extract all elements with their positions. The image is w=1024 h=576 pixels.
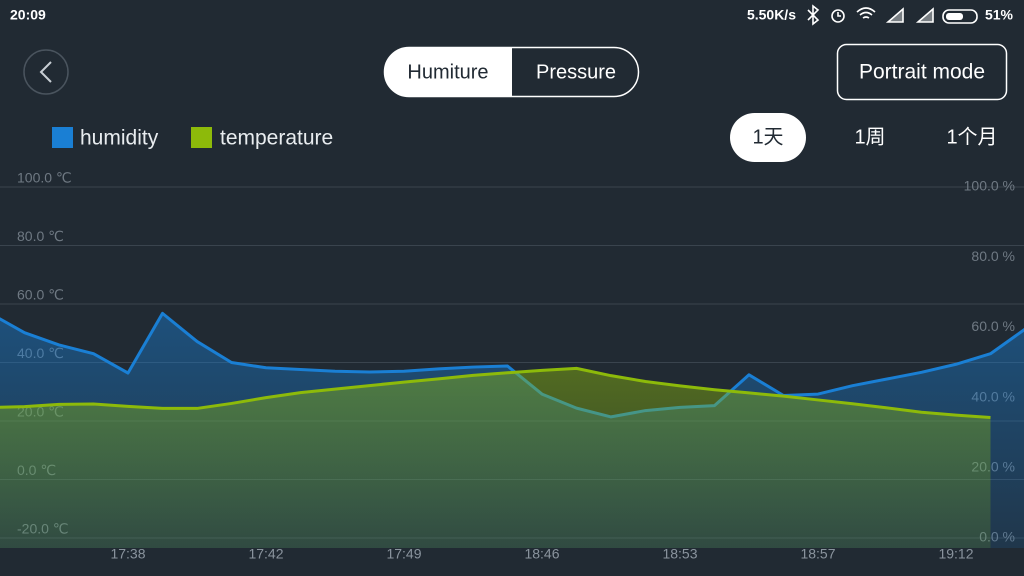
series-line [0, 366, 991, 419]
y2-tick-label: 60.0 % [971, 318, 1015, 334]
plot: -20.0 ℃0.0 ℃20.0 ℃40.0 ℃60.0 ℃80.0 ℃100.… [0, 170, 1024, 562]
tab-humiture[interactable]: Humiture [407, 61, 488, 83]
legend-swatch [191, 127, 212, 148]
y2-tick-label: 100.0 % [964, 178, 1015, 194]
portrait-button[interactable] [836, 43, 1008, 101]
x-tick-label: 18:53 [662, 546, 697, 562]
back-chevron[interactable] [39, 61, 52, 83]
legend-label: humidity [80, 127, 159, 150]
legend-label: temperature [220, 127, 333, 150]
x-tick-label: 17:49 [386, 546, 421, 562]
legend-swatch [52, 127, 73, 148]
x-tick-label: 18:46 [524, 546, 559, 562]
portrait-label[interactable]: Portrait mode [859, 61, 985, 84]
range-button[interactable]: 1天 [752, 126, 783, 148]
series-line [0, 311, 1024, 419]
battery-text: 51% [985, 7, 1014, 23]
tab-pressure[interactable]: Pressure [536, 61, 616, 83]
y-tick-label: 80.0 ℃ [17, 228, 64, 244]
y-tick-label: 100.0 ℃ [17, 170, 72, 186]
net-speed: 5.50K/s [747, 7, 796, 23]
back-circle[interactable] [23, 49, 69, 95]
range-button[interactable]: 1个月 [946, 125, 997, 148]
status-icons [807, 4, 978, 26]
range-button[interactable]: 1周 [854, 126, 885, 148]
status-time: 20:09 [10, 7, 46, 23]
x-tick-label: 17:38 [110, 546, 145, 562]
battery-level [946, 13, 963, 20]
x-tick-label: 19:12 [938, 546, 973, 562]
series-area [0, 368, 991, 548]
y2-tick-label: 80.0 % [971, 248, 1015, 264]
tab-active-bg[interactable] [384, 47, 512, 97]
range-active-bg[interactable] [730, 113, 806, 162]
x-tick-label: 18:57 [800, 546, 835, 562]
back-button[interactable] [23, 49, 69, 95]
x-tick-label: 17:42 [248, 546, 283, 562]
y-tick-label: 60.0 ℃ [17, 287, 64, 303]
